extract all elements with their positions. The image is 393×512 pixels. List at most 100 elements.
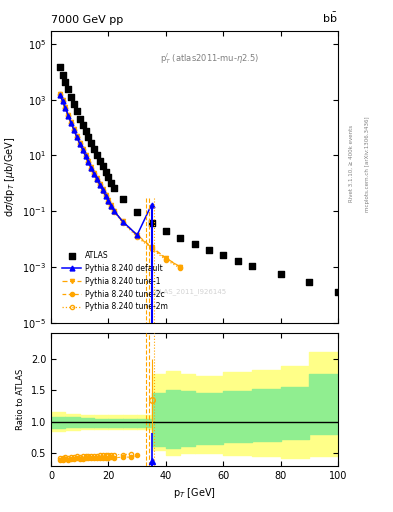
ATLAS: [59, 71, 66, 79]
Pythia 8.240 tune-2c: [95, 176, 99, 182]
Pythia 8.240 tune-1: [120, 218, 125, 224]
Pythia 8.240 tune-2m: [89, 165, 94, 172]
Pythia 8.240 default: [57, 92, 62, 98]
ATLAS: [62, 77, 69, 86]
Pythia 8.240 tune-2m: [120, 220, 125, 226]
Pythia 8.240 tune-2m: [106, 199, 111, 205]
Pythia 8.240 tune-1: [80, 146, 85, 152]
Pythia 8.240 tune-2c: [106, 198, 111, 204]
Pythia 8.240 default: [97, 182, 102, 188]
Pythia 8.240 tune-1: [95, 175, 99, 181]
Pythia 8.240 tune-1: [100, 186, 105, 193]
Pythia 8.240 tune-2c: [69, 120, 73, 126]
Pythia 8.240 default: [77, 141, 82, 147]
ATLAS: [74, 108, 80, 116]
Pythia 8.240 tune-2c: [97, 181, 102, 187]
Pythia 8.240 default: [120, 219, 125, 225]
ATLAS: [191, 240, 198, 248]
Pythia 8.240 tune-1: [112, 207, 117, 214]
Pythia 8.240 tune-2c: [57, 91, 62, 97]
Pythia 8.240 tune-1: [77, 140, 82, 146]
Pythia 8.240 tune-2c: [103, 192, 108, 198]
Pythia 8.240 tune-2c: [178, 264, 183, 270]
Pythia 8.240 tune-1: [109, 202, 114, 208]
Pythia 8.240 tune-2c: [89, 164, 94, 170]
Pythia 8.240 tune-2m: [163, 257, 168, 263]
Pythia 8.240 tune-2m: [95, 177, 99, 183]
Pythia 8.240 tune-1: [106, 197, 111, 203]
Pythia 8.240 tune-1: [103, 191, 108, 198]
Pythia 8.240 tune-2c: [86, 159, 91, 165]
Pythia 8.240 default: [75, 134, 79, 140]
ATLAS: [277, 270, 284, 278]
Line: Pythia 8.240 tune-2m: Pythia 8.240 tune-2m: [58, 93, 182, 270]
X-axis label: p$_T$ [GeV]: p$_T$ [GeV]: [173, 486, 216, 500]
Pythia 8.240 tune-2c: [135, 233, 140, 239]
Line: Pythia 8.240 tune-2c: Pythia 8.240 tune-2c: [58, 92, 182, 269]
Text: ATLAS_2011_I926145: ATLAS_2011_I926145: [152, 288, 227, 295]
Pythia 8.240 tune-1: [57, 91, 62, 97]
Pythia 8.240 tune-2m: [60, 98, 65, 104]
Pythia 8.240 tune-2m: [72, 127, 76, 133]
Pythia 8.240 default: [89, 165, 94, 171]
Pythia 8.240 tune-2m: [149, 246, 154, 252]
Pythia 8.240 tune-2m: [92, 172, 97, 178]
Pythia 8.240 tune-2m: [97, 182, 102, 188]
ATLAS: [105, 173, 112, 181]
ATLAS: [88, 139, 94, 147]
Pythia 8.240 tune-2m: [86, 159, 91, 165]
ATLAS: [163, 227, 169, 236]
Pythia 8.240 tune-2c: [60, 98, 65, 104]
Pythia 8.240 default: [135, 232, 140, 238]
Pythia 8.240 default: [92, 170, 97, 177]
ATLAS: [79, 121, 86, 129]
Pythia 8.240 default: [100, 187, 105, 194]
ATLAS: [97, 157, 103, 165]
Text: b$\bar{\rm b}$: b$\bar{\rm b}$: [323, 11, 338, 25]
Pythia 8.240 default: [69, 120, 73, 126]
Pythia 8.240 tune-1: [97, 181, 102, 187]
Pythia 8.240 tune-2m: [112, 209, 117, 215]
Pythia 8.240 tune-2c: [149, 244, 154, 250]
Pythia 8.240 tune-1: [60, 97, 65, 103]
ATLAS: [149, 219, 155, 227]
Pythia 8.240 default: [80, 147, 85, 153]
ATLAS: [57, 63, 63, 71]
Pythia 8.240 tune-2c: [63, 104, 68, 111]
Pythia 8.240 tune-2m: [178, 265, 183, 271]
Pythia 8.240 tune-2c: [92, 170, 97, 176]
Pythia 8.240 default: [95, 176, 99, 182]
ATLAS: [306, 278, 312, 286]
Legend: ATLAS, Pythia 8.240 default, Pythia 8.240 tune-1, Pythia 8.240 tune-2c, Pythia 8: ATLAS, Pythia 8.240 default, Pythia 8.24…: [61, 250, 169, 313]
Pythia 8.240 tune-1: [135, 232, 140, 238]
Line: Pythia 8.240 default: Pythia 8.240 default: [57, 92, 154, 238]
Pythia 8.240 default: [106, 198, 111, 204]
Pythia 8.240 tune-1: [72, 126, 76, 133]
ATLAS: [234, 257, 241, 265]
Pythia 8.240 tune-2m: [66, 113, 71, 119]
ATLAS: [177, 234, 184, 242]
ATLAS: [119, 195, 126, 203]
Pythia 8.240 tune-2m: [69, 120, 73, 126]
Pythia 8.240 tune-2c: [80, 146, 85, 153]
Pythia 8.240 tune-2m: [80, 147, 85, 153]
Pythia 8.240 tune-2c: [77, 140, 82, 146]
ATLAS: [94, 151, 100, 159]
Pythia 8.240 tune-2c: [83, 153, 88, 159]
Pythia 8.240 default: [63, 105, 68, 111]
Pythia 8.240 tune-1: [163, 255, 168, 261]
Pythia 8.240 default: [60, 98, 65, 104]
Pythia 8.240 default: [103, 193, 108, 199]
Pythia 8.240 tune-2m: [77, 141, 82, 147]
Text: Rivet 3.1.10, ≥ 400k events: Rivet 3.1.10, ≥ 400k events: [349, 125, 354, 202]
ATLAS: [83, 127, 89, 135]
ATLAS: [111, 184, 118, 192]
Text: p$_T^l$ (atlas2011-mu-$\eta$2.5): p$_T^l$ (atlas2011-mu-$\eta$2.5): [160, 51, 259, 66]
Line: Pythia 8.240 tune-1: Pythia 8.240 tune-1: [58, 92, 182, 269]
ATLAS: [91, 145, 97, 153]
Y-axis label: d$\sigma$/dp$_T$ [$\mu$b/GeV]: d$\sigma$/dp$_T$ [$\mu$b/GeV]: [3, 136, 17, 217]
Pythia 8.240 default: [83, 153, 88, 159]
Pythia 8.240 tune-1: [178, 264, 183, 270]
Pythia 8.240 tune-2c: [112, 208, 117, 214]
Pythia 8.240 tune-2m: [135, 234, 140, 240]
